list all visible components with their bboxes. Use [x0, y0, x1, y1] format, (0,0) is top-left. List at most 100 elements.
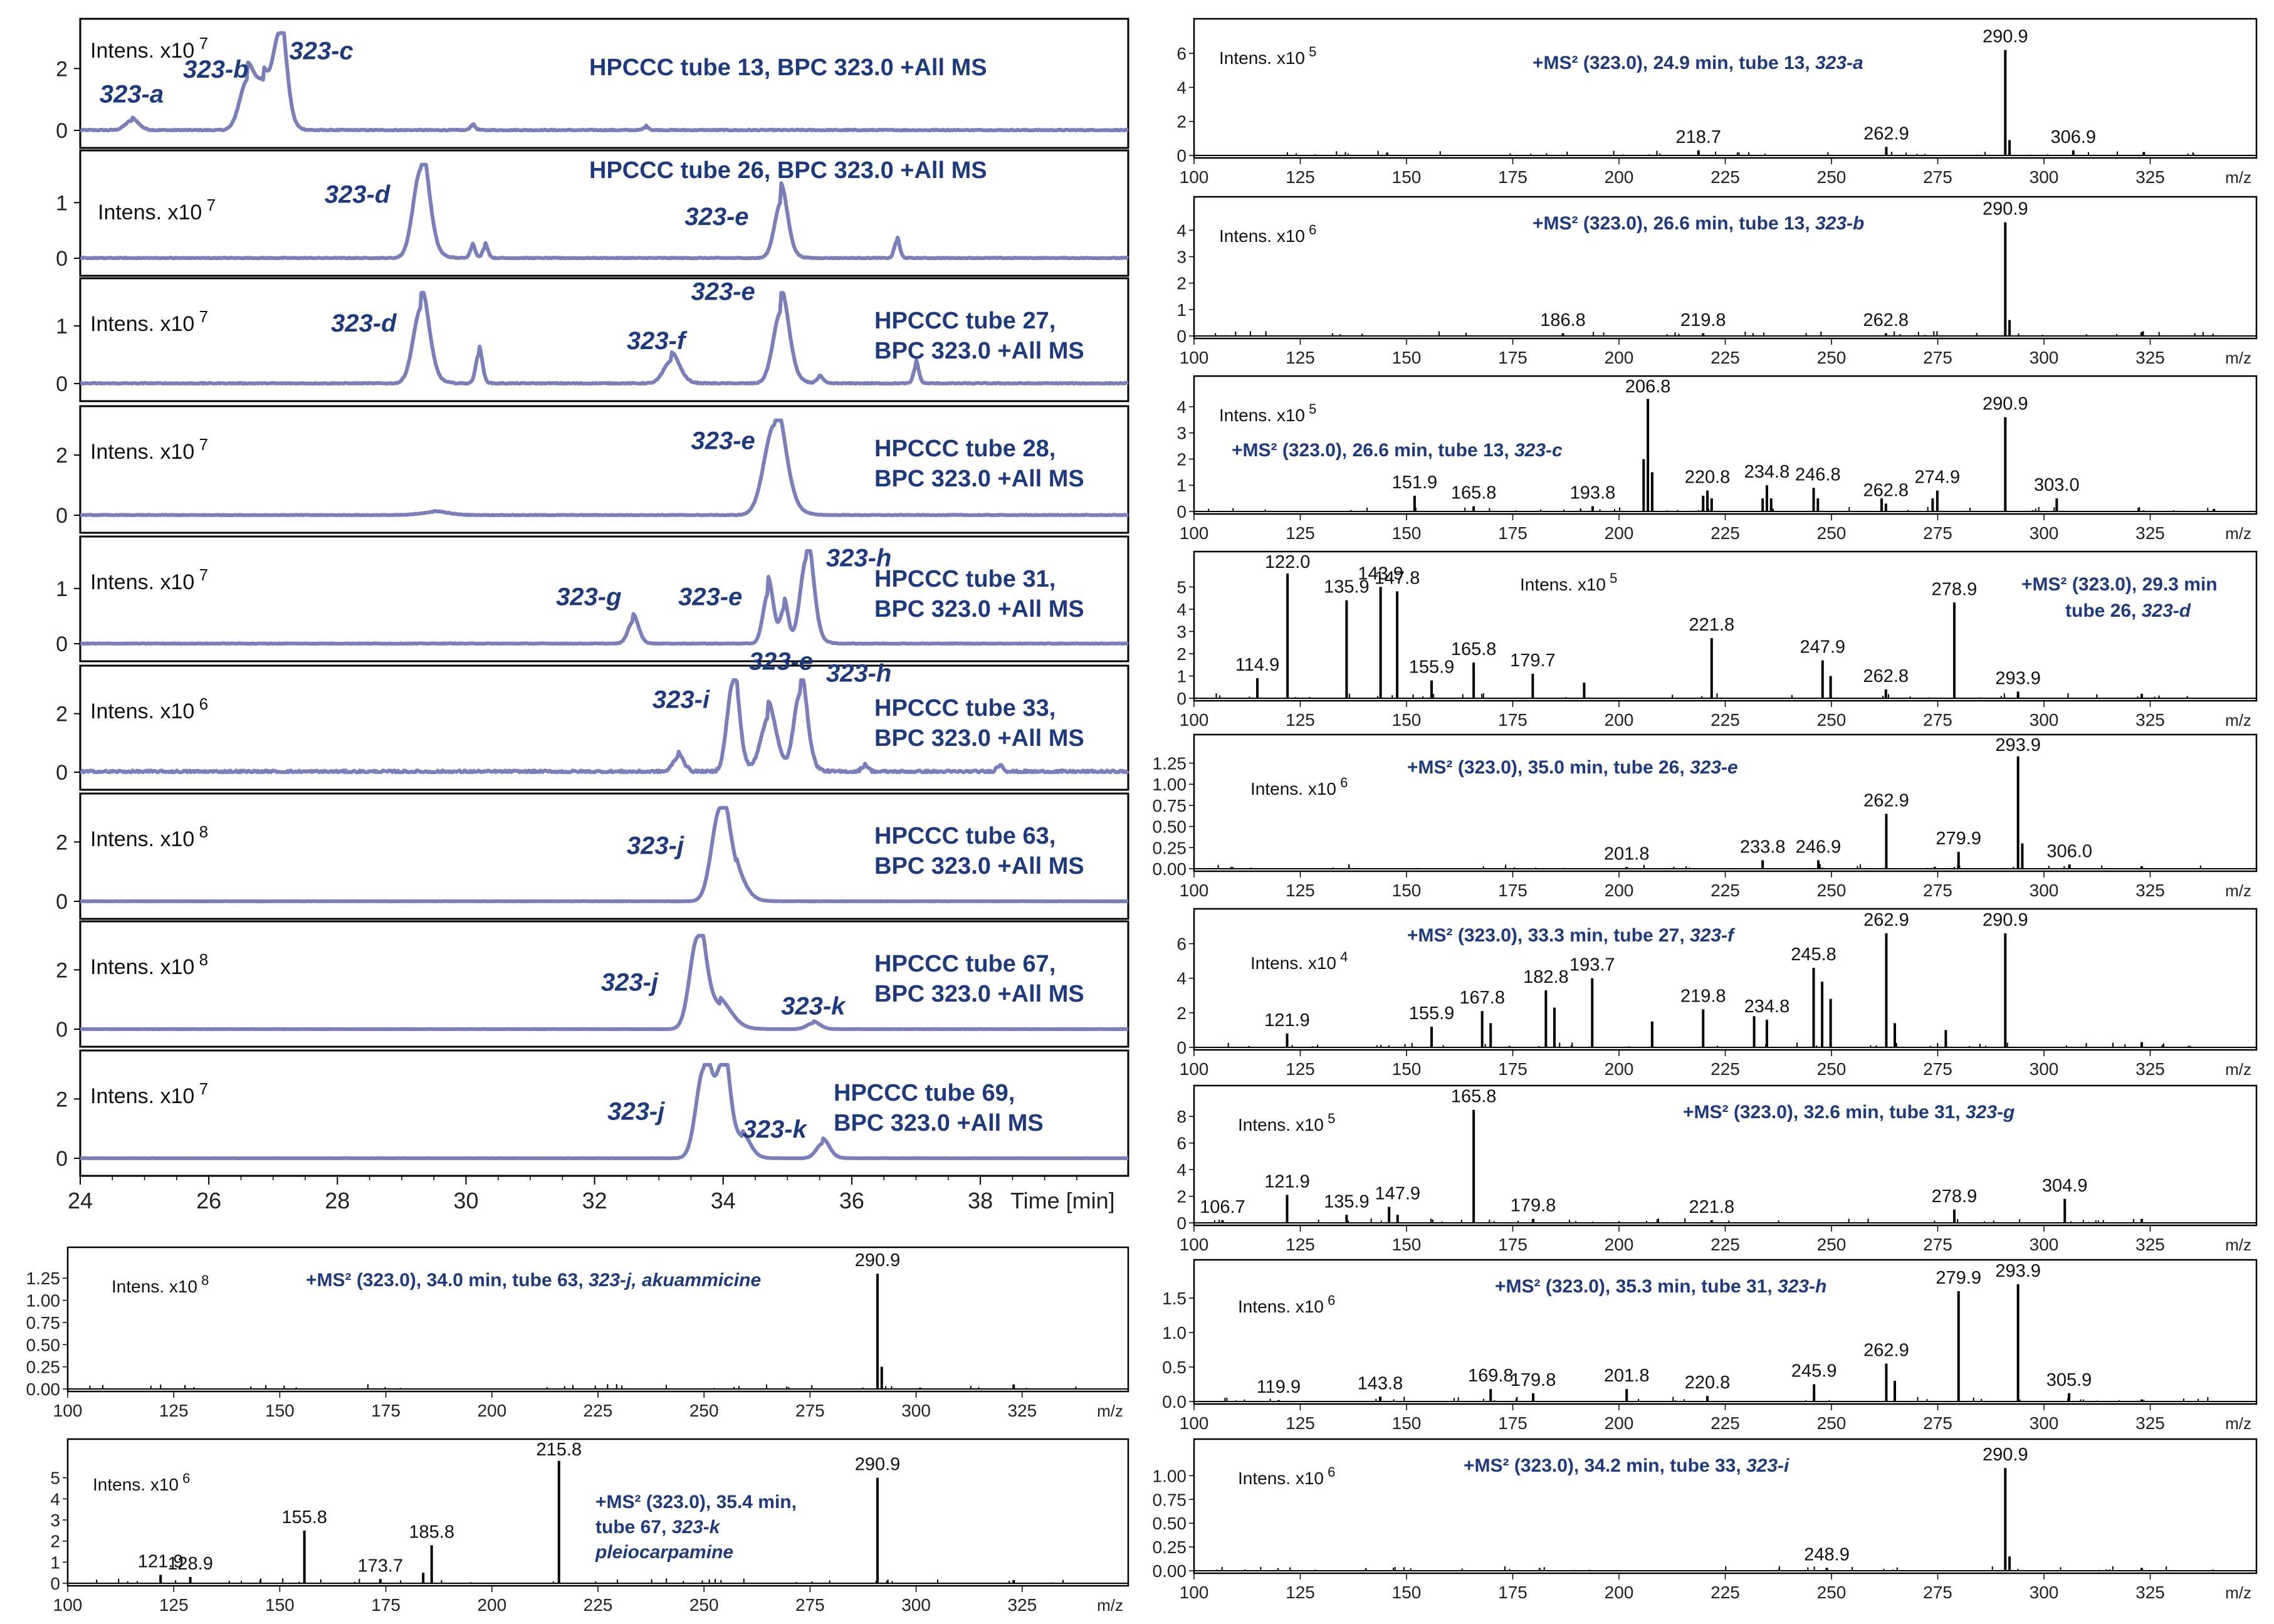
x-tick-label: 28 — [325, 1188, 350, 1213]
x-tick-label: 100 — [1180, 710, 1209, 730]
y-tick-label: 0 — [1176, 1213, 1187, 1233]
y-tick-label: 3 — [1176, 622, 1187, 641]
peak-label: 206.8 — [1625, 377, 1671, 397]
chromatogram-header: HPCCC tube 26, BPC 323.0 +All MS — [589, 157, 987, 184]
compound-label: 323-h — [826, 545, 892, 572]
ms2-spectrum-panel: 5 4 3 21 0 100 125 150 175 200 225 250 275 300 325 m/z 1… — [1176, 550, 2258, 730]
y-tick-label: 0.00 — [26, 1380, 61, 1399]
y-tick-label: 4 — [1176, 969, 1187, 988]
compound-label: 323-j — [601, 968, 659, 996]
y-tick-label: 2 — [56, 958, 68, 982]
x-tick-label: 300 — [901, 1595, 931, 1615]
y-tick-label: 0 — [56, 1018, 68, 1042]
x-tick-label: 325 — [2135, 167, 2165, 187]
x-tick-label: 150 — [1392, 1235, 1422, 1254]
intensity-label: Intens. x10 5 — [1219, 44, 1316, 68]
spectrum-title: +MS² (323.0), 35.0 min, tube 26, 323-e — [1407, 757, 1738, 778]
y-tick-label: 1 — [56, 191, 68, 215]
x-tick-label: 200 — [1605, 1413, 1634, 1433]
x-tick-label: 200 — [1605, 881, 1634, 900]
chromatogram-panel: 2 0 Intens. x10 8 323-j 323-k HPCCC tube 67, B… — [56, 920, 1129, 1048]
x-axis-unit: m/z — [2225, 711, 2251, 730]
ms2-spectrum-panel: 8 6 4 2 0 100 125 150 175 200 225 250 275 300 325 m/z 10… — [1176, 1084, 2258, 1254]
y-tick-label: 1 — [1176, 666, 1187, 686]
y-tick-label: 1.25 — [26, 1269, 61, 1288]
peak-label: 262.8 — [1863, 666, 1909, 686]
y-tick-label: 1 — [56, 315, 68, 338]
x-tick-label: 26 — [196, 1188, 221, 1213]
intensity-label: Intens. x10 7 — [90, 34, 208, 63]
chromatogram-header: BPC 323.0 +All MS — [874, 853, 1084, 879]
y-tick-label: 0 — [1176, 502, 1187, 521]
peak-label: 106.7 — [1200, 1197, 1245, 1217]
peak-label: 306.9 — [2050, 127, 2096, 147]
peak-label: 193.8 — [1570, 483, 1616, 503]
chromatogram-frame — [79, 792, 1129, 920]
x-tick-label: 125 — [1286, 710, 1315, 730]
compound-label: 323-k — [781, 992, 846, 1020]
spectrum-title-compound: 323-i — [1746, 1455, 1789, 1476]
x-tick-label: 325 — [2135, 1059, 2165, 1079]
chromatogram-trace — [79, 805, 1129, 903]
peak-label: 122.0 — [1265, 552, 1311, 572]
x-tick-label: 325 — [2135, 881, 2165, 900]
peak-label: 179.7 — [1510, 651, 1556, 671]
chromatogram-panel: 2 0 Intens. x10 7 323-j 323-k HPCCC tube 69, B… — [56, 1049, 1129, 1177]
intensity-exponent: 6 — [179, 1470, 190, 1486]
x-tick-label: 175 — [1498, 1235, 1527, 1254]
peak-label: 247.9 — [1800, 637, 1845, 657]
x-axis-unit: m/z — [2225, 524, 2251, 543]
peak-label: 290.9 — [1983, 910, 2028, 930]
x-tick-label: 225 — [1711, 348, 1740, 367]
chromatogram-frame — [79, 277, 1129, 402]
chromatogram-panel: 1 0 Intens. x10 7 323-d 323-e HPCCC tube 26, … — [56, 149, 1129, 277]
peak-label: 219.8 — [1680, 986, 1726, 1006]
peak-label: 279.9 — [1936, 1268, 1981, 1288]
compound-label: 323-e — [678, 583, 742, 610]
y-tick-label: 2 — [56, 1087, 68, 1111]
spectrum-title-compound: 323-c — [1514, 440, 1563, 461]
y-tick-label: 4 — [1176, 397, 1187, 417]
y-tick-label: 2 — [1176, 274, 1187, 293]
peak-label: 143.8 — [1358, 1373, 1403, 1393]
peak-label: 262.8 — [1863, 310, 1909, 330]
y-tick-label: 6 — [1176, 44, 1187, 63]
chromatogram-trace — [79, 418, 1129, 517]
x-tick-label: 125 — [1286, 523, 1315, 543]
compound-label: 323-a — [100, 81, 164, 108]
x-tick-label: 325 — [2135, 1235, 2165, 1254]
chromatogram-frame — [79, 149, 1129, 277]
x-tick-label: 150 — [1392, 348, 1422, 367]
intensity-label: Intens. x10 7 — [90, 307, 208, 336]
y-tick-label: 3 — [50, 1511, 60, 1530]
peak-label: 234.8 — [1744, 997, 1790, 1017]
x-tick-label: 100 — [1180, 167, 1209, 187]
y-tick-label: 2 — [1176, 1003, 1187, 1023]
peak-label: 201.8 — [1604, 1366, 1650, 1386]
spectrum-title: tube 67, 323-k — [595, 1517, 721, 1538]
spectrum-title: +MS² (323.0), 26.6 min, tube 13, 323-c — [1232, 440, 1563, 461]
y-tick-label: 0 — [56, 1147, 68, 1171]
intensity-label: Intens. x10 7 — [90, 565, 208, 594]
peak-label: 165.8 — [1451, 483, 1497, 503]
chromatogram-header: BPC 323.0 +All MS — [874, 466, 1084, 492]
x-tick-label: 300 — [2030, 881, 2059, 900]
y-tick-label: 0 — [56, 890, 68, 914]
x-tick-label: 200 — [1605, 710, 1634, 730]
y-tick-label: 5 — [50, 1469, 60, 1488]
x-tick-label: 200 — [477, 1401, 506, 1420]
peak-label: 246.8 — [1795, 464, 1841, 485]
y-tick-label: 2 — [56, 444, 68, 468]
chromatogram-trace — [79, 1062, 1129, 1160]
y-tick-label: 0 — [50, 1574, 60, 1593]
peak-label: 218.7 — [1675, 127, 1721, 147]
spectrum-title: +MS² (323.0), 34.2 min, tube 33, 323-i — [1464, 1455, 1789, 1476]
y-tick-label: 0.75 — [1153, 1490, 1187, 1509]
spectrum-title: +MS² (323.0), 35.4 min, — [595, 1492, 797, 1512]
compound-label: 323-f — [627, 327, 688, 355]
x-tick-label: 175 — [1498, 881, 1527, 900]
compound-label: 323-c — [289, 38, 353, 65]
